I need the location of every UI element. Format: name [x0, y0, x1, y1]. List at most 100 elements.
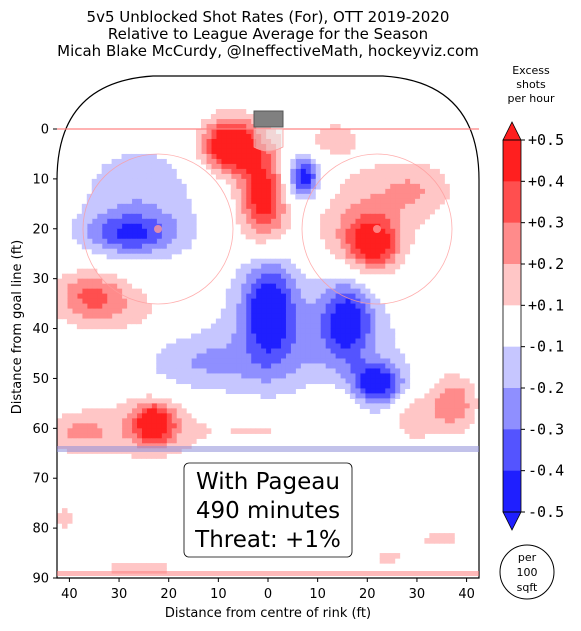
heat-cell	[429, 173, 435, 180]
heat-cell	[399, 248, 406, 255]
heat-cell	[260, 373, 267, 380]
heat-cell	[335, 358, 341, 365]
heat-cell	[91, 188, 98, 195]
heat-cell	[389, 203, 396, 210]
heat-cell	[235, 173, 242, 180]
heat-cell	[339, 129, 346, 135]
heat-cell	[424, 213, 430, 220]
heat-cell	[275, 308, 282, 315]
heat-cell	[344, 388, 351, 395]
heat-cell	[285, 348, 291, 355]
heat-cell	[181, 203, 187, 210]
colorbar-band	[503, 140, 521, 182]
heat-cell	[250, 353, 257, 360]
heat-cell	[364, 343, 371, 350]
heat-cell	[230, 138, 237, 145]
heat-cell	[210, 353, 217, 360]
heat-cell	[191, 383, 197, 390]
heat-cell	[459, 418, 465, 424]
heat-cell	[161, 358, 167, 365]
heat-cell	[369, 373, 376, 380]
heat-cell	[320, 363, 326, 370]
heat-cell	[354, 193, 361, 200]
heat-cell	[389, 328, 396, 335]
heat-cell	[121, 568, 128, 574]
heat-cell	[325, 143, 331, 150]
heat-cell	[196, 129, 202, 135]
heat-cell	[101, 313, 108, 320]
colorbar-tick-label: -0.2	[528, 379, 564, 397]
heat-cell	[354, 213, 361, 220]
heat-cell	[310, 373, 316, 380]
colorbar-tick-label: +0.2	[528, 255, 564, 273]
heat-cell	[136, 413, 142, 419]
heat-cell	[359, 258, 366, 265]
heat-cell	[369, 213, 376, 220]
heat-cell	[459, 398, 465, 404]
heat-cell	[399, 418, 406, 424]
heat-cell	[394, 368, 401, 375]
heat-cell	[111, 418, 118, 424]
heat-cell	[374, 213, 381, 220]
heat-cell	[220, 383, 227, 390]
heat-cell	[235, 208, 242, 215]
heat-cell	[255, 193, 262, 200]
heat-cell	[374, 403, 381, 409]
heat-cell	[349, 193, 356, 200]
heat-cell	[260, 348, 267, 355]
heat-cell	[166, 208, 172, 215]
heat-cell	[454, 378, 460, 385]
heat-cell	[369, 208, 376, 215]
heat-cell	[225, 363, 232, 370]
heat-cell	[270, 383, 277, 390]
heat-cell	[464, 418, 470, 424]
heat-cell	[389, 238, 396, 245]
heat-cell	[141, 428, 147, 434]
heat-cell	[434, 203, 440, 210]
heat-cell	[270, 278, 277, 285]
heat-cell	[379, 358, 386, 365]
heat-cell	[369, 228, 376, 235]
heat-cell	[459, 403, 465, 409]
heat-cell	[141, 303, 147, 310]
heat-cell	[300, 353, 306, 360]
heat-cell	[81, 278, 88, 285]
heat-cell	[389, 398, 396, 404]
heat-cell	[245, 168, 252, 175]
heat-cell	[414, 403, 421, 409]
heat-cell	[354, 353, 361, 360]
heat-cell	[106, 273, 113, 280]
heat-cell	[116, 238, 123, 245]
heat-cell	[285, 358, 291, 365]
heat-cell	[280, 298, 286, 305]
heat-cell	[330, 133, 336, 140]
heat-cell	[131, 178, 138, 185]
heat-cell	[374, 233, 381, 240]
heat-cell	[339, 293, 346, 300]
heat-cell	[116, 253, 123, 260]
heat-cell	[176, 193, 182, 200]
heat-cell	[364, 403, 371, 409]
heat-cell	[156, 418, 162, 424]
x-tick-label: 40	[458, 587, 475, 602]
heat-cell	[389, 358, 396, 365]
heat-cell	[255, 323, 262, 330]
heat-cell	[424, 393, 430, 399]
heat-cell	[151, 168, 157, 175]
heat-cell	[255, 208, 262, 215]
heat-cell	[250, 133, 257, 140]
heat-cell	[240, 119, 247, 125]
heat-cell	[96, 248, 103, 255]
heat-cell	[320, 283, 326, 290]
heat-cell	[305, 378, 311, 385]
heat-cell	[379, 188, 386, 195]
heat-cell	[235, 363, 242, 370]
heat-cell	[146, 423, 152, 429]
heat-cell	[339, 238, 346, 245]
heat-cell	[399, 223, 406, 230]
heat-cell	[57, 438, 63, 444]
heat-cell	[364, 168, 371, 175]
heat-cell	[176, 223, 182, 230]
heat-cell	[240, 198, 247, 205]
heat-cell	[191, 353, 197, 360]
